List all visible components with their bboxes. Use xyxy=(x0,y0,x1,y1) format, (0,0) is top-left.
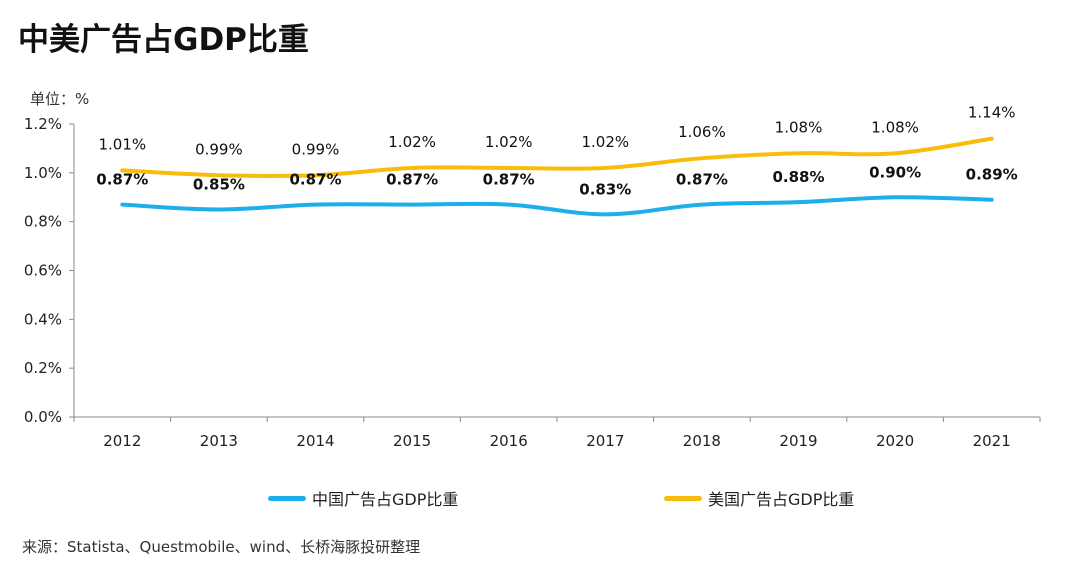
china-data-label: 0.87% xyxy=(386,171,438,189)
chart-lines xyxy=(120,136,994,217)
usa-data-label: 1.08% xyxy=(775,118,823,136)
chart-axes: 0.0% 0.2% 0.4% 0.6% 0.8% 1.0% 1.2% 2012 2013 2014… xyxy=(24,115,1041,450)
chart-data-labels: 0.87% 0.85% 0.87% 0.87% 0.87% 0.83% 0.87% 0.88%… xyxy=(96,104,1017,199)
legend-item-china: 中国广告占GDP比重 xyxy=(268,486,458,510)
legend-swatch-usa xyxy=(664,495,702,501)
usa-data-label: 0.99% xyxy=(195,140,243,158)
source-note: 来源：Statista、Questmobile、wind、长桥海豚投研整理 xyxy=(22,538,421,556)
y-tick-label: 0.2% xyxy=(24,359,62,377)
y-tick-label: 1.0% xyxy=(24,164,62,182)
y-tick-label: 0.4% xyxy=(24,310,62,328)
chart-title: 中美广告占GDP比重 xyxy=(18,22,309,58)
y-tick-label: 0.8% xyxy=(24,213,62,231)
usa-data-label: 1.02% xyxy=(388,133,436,151)
china-data-label: 0.87% xyxy=(289,171,341,189)
china-data-label: 0.83% xyxy=(579,180,631,198)
y-tick-label: 0.0% xyxy=(24,408,62,426)
y-tick-label: 0.6% xyxy=(24,262,62,280)
china-data-label: 0.87% xyxy=(96,171,148,189)
x-tick-label: 2018 xyxy=(683,432,721,450)
usa-data-label: 1.14% xyxy=(968,104,1016,122)
x-tick-label: 2020 xyxy=(876,432,914,450)
china-data-label: 0.85% xyxy=(193,175,245,193)
x-tick-label: 2021 xyxy=(973,432,1011,450)
x-tick-label: 2016 xyxy=(490,432,528,450)
china-data-label: 0.90% xyxy=(869,163,921,181)
y-tick-label: 1.2% xyxy=(24,115,62,133)
usa-data-label: 1.08% xyxy=(871,118,919,136)
china-data-label: 0.89% xyxy=(966,166,1018,184)
usa-data-label: 1.01% xyxy=(98,135,146,153)
x-tick-label: 2013 xyxy=(200,432,238,450)
legend-label-china: 中国广告占GDP比重 xyxy=(312,490,459,509)
usa-data-label: 1.06% xyxy=(678,123,726,141)
x-tick-label: 2014 xyxy=(296,432,334,450)
legend-swatch-china xyxy=(268,495,306,501)
x-tick-label: 2012 xyxy=(103,432,141,450)
usa-series-line xyxy=(120,136,994,179)
usa-data-label: 1.02% xyxy=(581,133,629,151)
usa-data-label: 0.99% xyxy=(292,140,340,158)
usa-data-label: 1.02% xyxy=(485,133,533,151)
china-data-label: 0.88% xyxy=(772,168,824,186)
china-data-label: 0.87% xyxy=(676,171,728,189)
legend-item-usa: 美国广告占GDP比重 xyxy=(664,486,854,510)
china-data-label: 0.87% xyxy=(483,171,535,189)
legend-label-usa: 美国广告占GDP比重 xyxy=(708,490,855,509)
china-series-line xyxy=(120,195,994,217)
x-tick-label: 2019 xyxy=(779,432,817,450)
unit-label: 单位：% xyxy=(30,90,90,108)
x-tick-label: 2017 xyxy=(586,432,624,450)
x-tick-label: 2015 xyxy=(393,432,431,450)
